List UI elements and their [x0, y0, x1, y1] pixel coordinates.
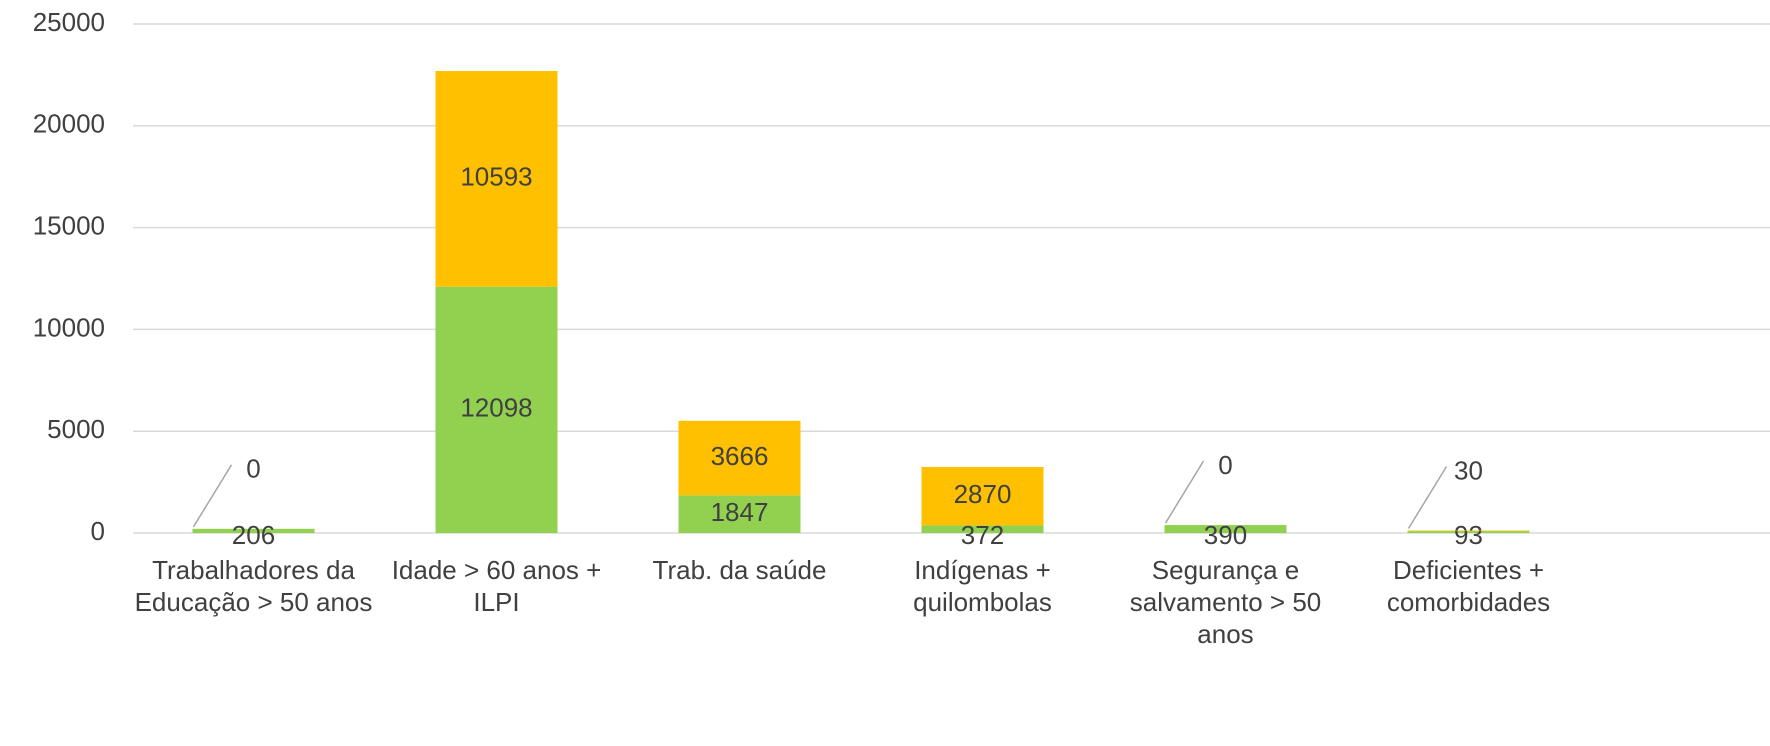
data-label: 10593 [460, 162, 532, 192]
data-label: 390 [1204, 520, 1247, 550]
leader-line [1164, 460, 1205, 524]
y-tick-label: 15000 [33, 210, 105, 240]
bar-segment [435, 71, 558, 287]
bar-segment [192, 528, 315, 533]
x-tick-label: Trabalhadores da Educação > 50 anos [134, 555, 373, 617]
data-label: 2870 [954, 479, 1012, 509]
x-tick-label: Indígenas + quilombolas [913, 555, 1052, 617]
x-tick-label: Idade > 60 anos + ILPI [391, 555, 602, 617]
data-label: 1847 [711, 497, 769, 527]
data-label: 30 [1454, 455, 1483, 485]
y-tick-label: 5000 [47, 414, 105, 444]
bar-segment [678, 420, 801, 496]
data-label: 12098 [460, 393, 532, 423]
bar-segment [1164, 525, 1287, 533]
bar-segment [1407, 531, 1530, 533]
data-label: 93 [1454, 520, 1483, 550]
y-tick-label: 0 [91, 516, 105, 546]
data-label: 206 [232, 520, 275, 550]
leader-line [1407, 466, 1448, 529]
x-tick-label: Trab. da saúde [652, 555, 827, 585]
bar-segment [921, 525, 1044, 533]
x-tick-label: Segurança e salvamento > 50 anos [1129, 555, 1322, 649]
bar-segment [921, 466, 1044, 526]
y-tick-label: 10000 [33, 312, 105, 342]
leader-line [192, 464, 233, 528]
data-label: 0 [1218, 450, 1232, 480]
bar-segment [1407, 530, 1530, 532]
x-tick-label: Deficientes + comorbidades [1386, 555, 1551, 617]
data-label: 3666 [711, 441, 769, 471]
bar-segment [435, 286, 558, 533]
y-tick-label: 25000 [33, 7, 105, 37]
bar-segment [678, 495, 801, 533]
y-tick-label: 20000 [33, 109, 105, 139]
data-label: 0 [246, 454, 260, 484]
